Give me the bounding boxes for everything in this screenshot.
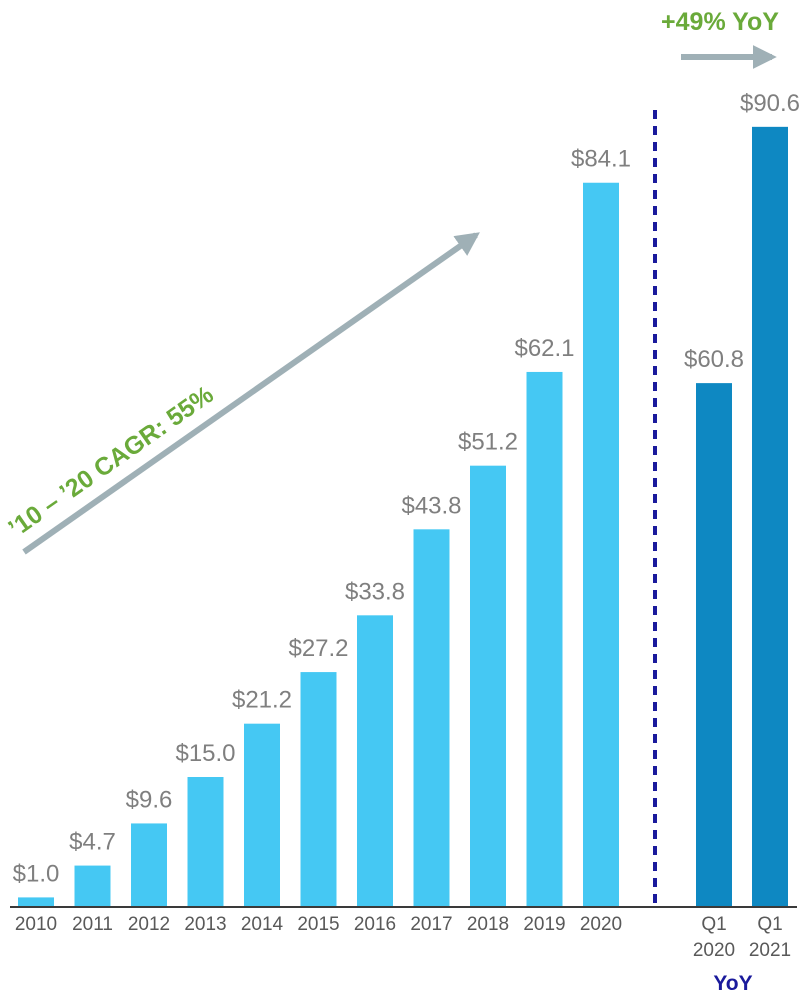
value-label-2020: $84.1 (571, 146, 631, 173)
yoy-group-label: YoY (713, 972, 752, 995)
value-label-2015: $27.2 (288, 635, 348, 662)
labels-layer: $1.0 2010 $4.7 2011 $9.6 2012 $15.0 2013 $21.2 20… (13, 90, 800, 961)
value-label-2010: $1.0 (13, 860, 60, 887)
bar-Q1-2020 (696, 383, 732, 906)
x-tick-2011: 2011 (72, 914, 113, 935)
bars-layer (18, 126, 788, 907)
value-label-2017: $43.8 (401, 492, 461, 519)
x-tick-2020: 2020 (580, 914, 622, 935)
bar-2013 (187, 777, 224, 906)
value-label-2012: $9.6 (126, 786, 173, 813)
x-tick-2014: 2014 (241, 914, 284, 935)
x-tick-2016: 2016 (354, 914, 396, 935)
x-tick-Q1-2020-line1: Q1 (701, 914, 726, 935)
x-tick-2013: 2013 (184, 914, 226, 935)
x-tick-2015: 2015 (297, 914, 339, 935)
bar-2018 (470, 465, 506, 906)
bar-2012 (131, 823, 167, 906)
bar-2011 (74, 865, 111, 906)
cagr-arrow (22, 232, 480, 555)
value-label-2016: $33.8 (345, 578, 405, 605)
value-label-2011: $4.7 (69, 829, 116, 856)
yoy-growth-annotation: +49% YoY (661, 8, 779, 36)
value-label-Q1-2020: $60.8 (684, 346, 744, 373)
bar-2019 (526, 371, 563, 906)
x-tick-Q1-2021-line2: 2021 (749, 940, 791, 961)
bar-2010 (18, 897, 54, 906)
bar-2016 (357, 615, 393, 906)
x-tick-2012: 2012 (128, 914, 170, 935)
bar-2014 (244, 723, 280, 906)
value-label-2018: $51.2 (458, 429, 518, 456)
x-tick-2019: 2019 (523, 914, 565, 935)
bar-2017 (413, 529, 450, 906)
x-tick-2018: 2018 (467, 914, 509, 935)
value-label-2014: $21.2 (232, 687, 292, 714)
bar-2015 (300, 672, 337, 906)
x-tick-Q1-2021-line1: Q1 (757, 914, 782, 935)
bar-2020 (583, 182, 619, 907)
bar-Q1-2021 (752, 126, 788, 907)
x-tick-2010: 2010 (15, 914, 57, 935)
x-tick-Q1-2020-line2: 2020 (693, 940, 735, 961)
value-label-Q1-2021: $90.6 (740, 90, 800, 117)
value-label-2013: $15.0 (175, 740, 235, 767)
value-label-2019: $62.1 (514, 335, 574, 362)
cagr-annotation: ’10 – ’20 CAGR: 55% (3, 381, 218, 543)
x-tick-2017: 2017 (410, 914, 452, 935)
